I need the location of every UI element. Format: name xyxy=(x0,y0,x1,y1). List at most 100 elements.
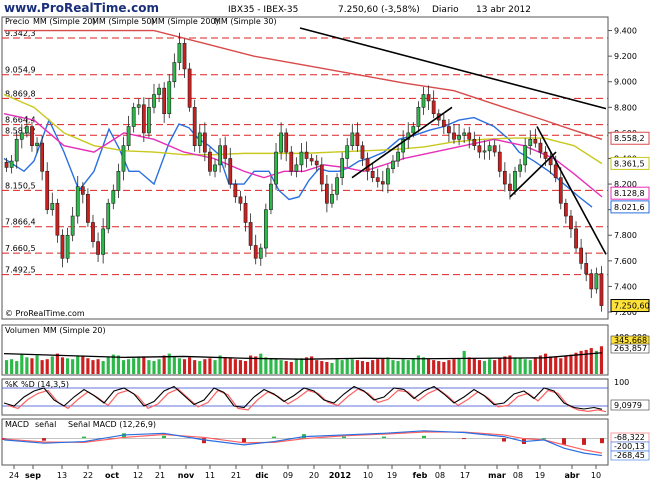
volume-bar-92 xyxy=(472,358,476,374)
volume-bar-73 xyxy=(376,359,380,374)
volume-last-box-1 xyxy=(610,343,650,354)
volume-bar-67 xyxy=(345,358,349,374)
volume-bar-91 xyxy=(467,357,471,374)
chart-period: Diario xyxy=(432,5,459,15)
volume-bar-28 xyxy=(147,360,151,374)
macd-hist-1 xyxy=(42,438,46,441)
volume-bar-115 xyxy=(589,348,593,374)
volume-bar-95 xyxy=(488,359,492,374)
candle-101 xyxy=(518,164,522,172)
candle-83 xyxy=(426,94,431,102)
candle-86 xyxy=(441,119,446,127)
candle-17 xyxy=(91,222,95,242)
last-label-box-3 xyxy=(610,200,650,214)
candle-27 xyxy=(141,104,146,134)
volume-bar-18 xyxy=(96,359,100,374)
candle-106 xyxy=(543,151,548,159)
volume-last-label-1: 263,857 xyxy=(614,344,647,353)
trendline-1 xyxy=(351,106,453,179)
volume-bar-88 xyxy=(452,359,456,374)
candle-24 xyxy=(126,126,131,146)
candle-33 xyxy=(172,62,177,83)
volume-bar-90 xyxy=(462,350,466,374)
volume-bar-61 xyxy=(315,360,319,374)
volume-bar-15 xyxy=(81,355,85,374)
macd-signal-label: señal xyxy=(35,420,56,429)
candle-58 xyxy=(299,151,304,166)
candle-9 xyxy=(50,202,55,210)
last-label-box-1 xyxy=(610,156,650,170)
macd-hist-9 xyxy=(342,436,346,439)
volume-bar-49 xyxy=(254,356,258,374)
volume-bar-4 xyxy=(25,357,29,374)
volume-bar-62 xyxy=(320,361,324,374)
candle-8 xyxy=(45,170,50,210)
volume-bar-32 xyxy=(167,353,171,374)
stoch-tick-label: 100 xyxy=(614,378,629,387)
candle-11 xyxy=(60,234,65,259)
ma-line-1 xyxy=(3,93,603,165)
candle-16 xyxy=(86,194,90,223)
volume-bar-6 xyxy=(35,355,39,374)
x-tick-label-21: 19 xyxy=(535,471,545,480)
last-label-0: 8.558,2 xyxy=(614,134,645,143)
candle-74 xyxy=(380,181,385,185)
stoch-last-box xyxy=(610,399,650,411)
candle-117 xyxy=(599,273,604,306)
candle-52 xyxy=(269,183,273,210)
hline-label-5: 8.150,5 xyxy=(5,181,36,190)
volume-bar-0 xyxy=(4,360,9,374)
candle-18 xyxy=(96,241,100,255)
hline-label-4: 8.581,2 xyxy=(5,126,36,135)
candle-40 xyxy=(208,151,212,172)
macd-hist-4 xyxy=(162,435,166,439)
macd-hist-16 xyxy=(562,438,566,445)
x-tick-label-7: nov xyxy=(178,471,195,480)
volume-last-label-0: 345,668 xyxy=(614,336,647,345)
volume-bar-50 xyxy=(259,353,263,374)
volume-bar-66 xyxy=(340,360,344,374)
logo[interactable]: www.ProRealTime.com xyxy=(4,1,159,15)
trendline-0 xyxy=(299,27,607,110)
candle-73 xyxy=(375,177,380,182)
volume-bar-65 xyxy=(335,359,339,374)
x-tick-label-10: dic xyxy=(255,471,268,480)
hline-label-6: 7.866,4 xyxy=(5,218,36,227)
candle-3 xyxy=(19,132,24,140)
x-tick-label-9: 21 xyxy=(231,471,241,480)
volume-bar-21 xyxy=(111,354,115,374)
legend-sma20: MM (Simple 20) xyxy=(33,17,96,26)
candle-64 xyxy=(330,194,334,204)
watermark: © ProRealTime.com xyxy=(5,309,85,318)
volume-bar-7 xyxy=(40,360,44,374)
volume-bar-93 xyxy=(477,360,481,374)
volume-bar-77 xyxy=(396,361,400,374)
candle-63 xyxy=(325,183,329,204)
macd-hist-15 xyxy=(542,438,546,440)
volume-bar-51 xyxy=(264,357,268,374)
volume-bar-10 xyxy=(55,353,59,374)
volume-bar-69 xyxy=(355,360,359,374)
candle-69 xyxy=(355,132,360,146)
candle-6 xyxy=(35,142,39,146)
macd-hist-10 xyxy=(382,436,386,439)
volume-bar-11 xyxy=(60,357,65,374)
stoch-k-line xyxy=(3,385,603,410)
volume-bar-108 xyxy=(554,357,558,374)
volume-bar-55 xyxy=(284,361,288,374)
stochastic-k-label: %K xyxy=(5,380,19,389)
hline-label-0: 9.342,3 xyxy=(5,29,36,38)
hline-label-2: 8.869,8 xyxy=(5,89,36,98)
volume-bar-16 xyxy=(86,358,90,374)
candle-55 xyxy=(284,132,289,153)
macd-label: MACD xyxy=(5,420,29,429)
candle-105 xyxy=(538,142,543,153)
candle-110 xyxy=(563,202,568,217)
candle-46 xyxy=(238,196,243,204)
x-tick-label-11: 09 xyxy=(283,471,293,480)
volume-bar-97 xyxy=(498,358,502,374)
volume-bar-80 xyxy=(411,358,415,374)
x-tick-label-5: 12 xyxy=(133,471,143,480)
hline-label-3: 8.664,4 xyxy=(5,116,36,125)
price-panel[interactable] xyxy=(1,16,609,320)
